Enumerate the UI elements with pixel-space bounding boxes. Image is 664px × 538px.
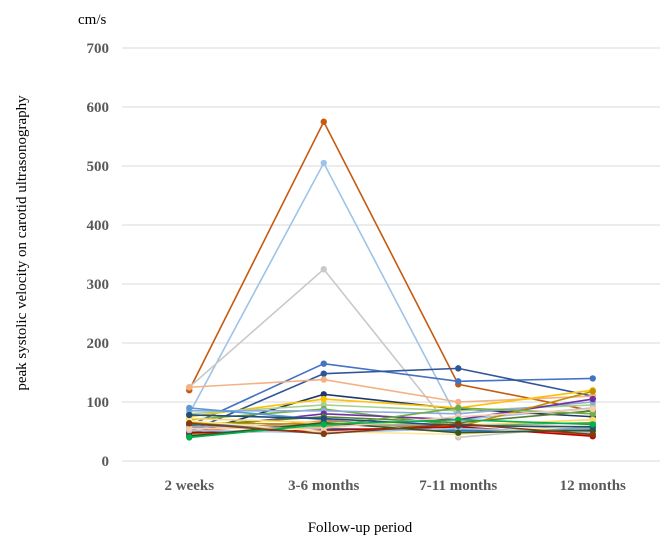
series-line (189, 422, 593, 436)
series-line (189, 401, 593, 415)
data-point (455, 429, 462, 436)
data-point (589, 431, 596, 438)
data-point (320, 360, 327, 367)
y-tick-label: 700 (87, 41, 110, 57)
series-line (189, 418, 593, 439)
data-point (320, 391, 327, 398)
series-lines (186, 118, 596, 441)
x-tick-label: 7-11 months (419, 478, 497, 494)
series-28 (186, 420, 596, 438)
series-line (188, 119, 593, 412)
data-point (455, 378, 462, 385)
data-point (455, 420, 462, 428)
data-point (320, 370, 327, 377)
series-6 (186, 376, 596, 406)
data-point (455, 404, 462, 412)
x-tick-label: 2 weeks (164, 478, 214, 494)
data-point (589, 410, 596, 417)
data-point (186, 434, 193, 441)
series-line (188, 362, 593, 427)
y-tick-label: 400 (87, 218, 110, 234)
x-tick-label: 3-6 months (288, 478, 359, 494)
y-tick-label: 0 (102, 454, 110, 470)
data-point (186, 420, 193, 427)
data-point (589, 375, 596, 382)
data-point (186, 425, 193, 432)
data-point (589, 416, 596, 423)
y-tick-label: 200 (87, 336, 110, 352)
data-point (589, 388, 596, 395)
data-point (320, 415, 327, 422)
data-point (455, 365, 462, 372)
data-point (589, 405, 596, 413)
data-point (320, 376, 327, 383)
data-point (320, 266, 327, 273)
data-point (186, 411, 193, 419)
y-unit-label: cm/s (78, 12, 106, 28)
data-point (320, 118, 327, 125)
data-point (320, 421, 327, 428)
data-point (589, 421, 596, 428)
y-axis-ticks: 0 100 200 300 400 500 600 700 (87, 41, 110, 470)
data-point (320, 430, 327, 438)
x-tick-label: 12 months (560, 478, 626, 494)
y-tick-label: 100 (87, 395, 110, 411)
y-tick-label: 500 (87, 159, 110, 175)
y-tick-label: 600 (87, 100, 110, 116)
series-line (189, 389, 593, 418)
data-point (186, 384, 193, 391)
data-point (320, 395, 327, 403)
data-point (455, 398, 462, 406)
series-line (189, 421, 593, 438)
y-axis-title: peak systolic velocity on carotid ultras… (14, 95, 30, 391)
y-tick-label: 300 (87, 277, 110, 293)
series-line (188, 367, 593, 433)
data-point (320, 159, 327, 167)
gridlines (122, 47, 660, 462)
series-1 (186, 118, 596, 415)
x-axis-title: Follow-up period (308, 520, 413, 536)
data-point (589, 395, 596, 403)
x-axis-ticks: 2 weeks 3-6 months 7-11 months 12 months (164, 478, 626, 494)
series-line (188, 161, 593, 421)
data-point (186, 404, 193, 412)
